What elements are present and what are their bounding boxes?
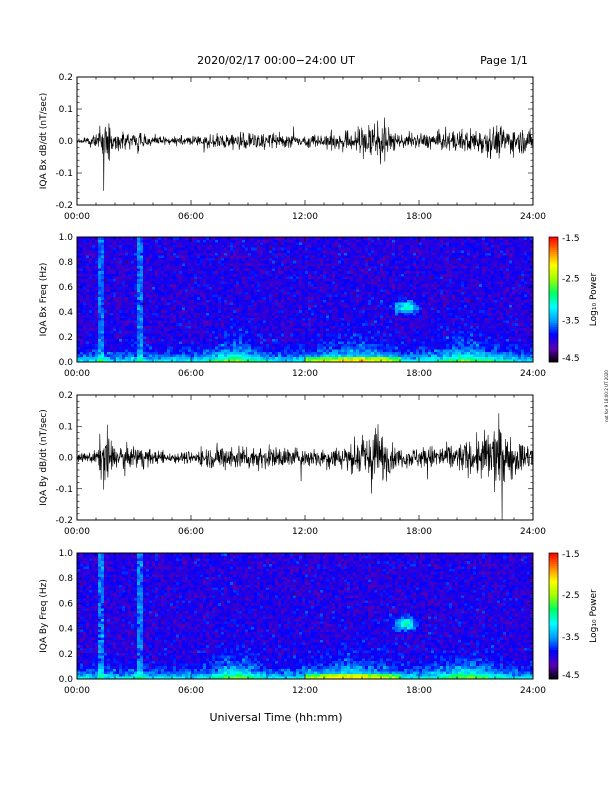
y-axis-label: IQA Bx Freq (Hz): [39, 263, 49, 337]
x-tick-label: 18:00: [406, 369, 432, 379]
x-tick-label: 00:00: [64, 686, 90, 696]
colorbar-tick-label: -4.5: [562, 354, 580, 364]
panel-3: 00:00 06:00 12:00 18:00 24:00 -0.2 -0.1 0.0 0.1 0…: [39, 391, 546, 537]
dbdt-trace-3: [76, 413, 534, 521]
panel-1: 00:00 06:00 12:00 18:00 24:00 -0.2 -0.1 0.0 0.1 0…: [39, 73, 546, 222]
dbdt-trace-1: [76, 117, 534, 191]
x-tick-label: 18:00: [406, 527, 432, 537]
y-tick-label: 0.0: [59, 454, 74, 464]
y-tick-label: 0.6: [59, 283, 74, 293]
x-tick-label: 24:00: [520, 369, 546, 379]
x-tick-label: 12:00: [292, 369, 318, 379]
x-tick-label: 12:00: [292, 527, 318, 537]
x-tick-label: 18:00: [406, 212, 432, 222]
y-tick-label: -0.1: [55, 169, 73, 179]
y-tick-label: 0.0: [59, 675, 74, 685]
panel-2: -1.5 -2.5 -3.5 -4.5 Log₁₀ Power 00:00 06:00 12:…: [39, 233, 599, 379]
x-tick-label: 00:00: [64, 527, 90, 537]
side-note: not for 9 18:00:2 UT 2020: [604, 370, 609, 422]
x-tick-label: 00:00: [64, 369, 90, 379]
y-tick-label: -0.2: [55, 516, 73, 526]
figure-title: 2020/02/17 00:00−24:00 UT: [197, 54, 355, 67]
y-tick-label: 0.4: [59, 308, 74, 318]
y-tick-label: 0.2: [59, 73, 73, 83]
x-tick-label: 06:00: [178, 527, 204, 537]
colorbar-tick-label: -1.5: [562, 234, 580, 244]
colorbar-2: -1.5 -2.5 -3.5 -4.5 Log₁₀ Power: [548, 234, 599, 364]
colorbar-tick-label: -2.5: [562, 275, 580, 285]
y-tick-label: 0.0: [59, 358, 74, 368]
y-axis-label: IQA By Freq (Hz): [39, 579, 49, 653]
colorbar-tick-label: -3.5: [562, 316, 580, 326]
y-tick-label: 0.2: [59, 333, 73, 343]
x-tick-label: 06:00: [178, 212, 204, 222]
x-tick-label: 24:00: [520, 686, 546, 696]
y-tick-label: 0.1: [59, 422, 73, 432]
y-tick-label: 0.2: [59, 391, 73, 401]
y-tick-label: 0.8: [59, 574, 74, 584]
y-tick-label: 0.2: [59, 650, 73, 660]
colorbar-label: Log₁₀ Power: [589, 589, 599, 643]
page-indicator: Page 1/1: [480, 54, 528, 67]
colorbar-4: -1.5 -2.5 -3.5 -4.5 Log₁₀ Power: [548, 550, 599, 681]
panel-4: -1.5 -2.5 -3.5 -4.5 Log₁₀ Power 00:00 06:00 12:…: [39, 549, 599, 696]
y-tick-label: 0.6: [59, 599, 74, 609]
spectrogram-cells-2: [77, 237, 534, 363]
y-axis-label: IQA By dB/dt (nT/sec): [39, 409, 49, 506]
y-tick-label: -0.1: [55, 485, 73, 495]
y-tick-label: 0.4: [59, 625, 74, 635]
x-tick-label: 00:00: [64, 212, 90, 222]
x-tick-label: 06:00: [178, 686, 204, 696]
x-tick-label: 24:00: [520, 212, 546, 222]
y-tick-label: 0.8: [59, 258, 74, 268]
x-tick-label: 06:00: [178, 369, 204, 379]
y-axis-label: IQA Bx dB/dt (nT/sec): [39, 93, 49, 190]
colorbar-tick-label: -4.5: [562, 671, 580, 681]
colorbar-tick-label: -3.5: [562, 633, 580, 643]
x-tick-label: 12:00: [292, 686, 318, 696]
y-tick-label: 0.1: [59, 105, 73, 115]
colorbar-tick-label: -2.5: [562, 591, 580, 601]
x-tick-label: 18:00: [406, 686, 432, 696]
y-tick-label: 0.0: [59, 137, 74, 147]
colorbar-tick-label: -1.5: [562, 550, 580, 560]
spectrogram-cells-4: [77, 553, 534, 680]
x-tick-label: 24:00: [520, 527, 546, 537]
y-tick-label: 1.0: [59, 549, 74, 559]
x-tick-label: 12:00: [292, 212, 318, 222]
y-tick-label: -0.2: [55, 201, 73, 211]
colorbar-label: Log₁₀ Power: [589, 273, 599, 327]
y-tick-label: 1.0: [59, 233, 74, 243]
x-axis-title: Universal Time (hh:mm): [210, 711, 343, 724]
